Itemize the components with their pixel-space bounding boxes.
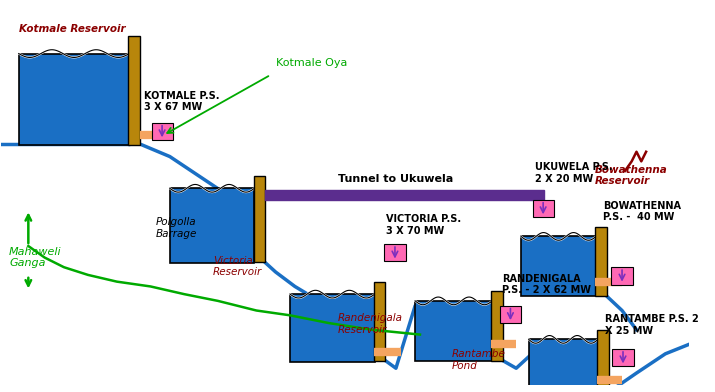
Bar (500, 306, 521, 323)
Bar (129, 36, 140, 145)
Bar (528, 339, 598, 392)
Text: Kotmale Oya: Kotmale Oya (276, 58, 347, 68)
Bar (491, 291, 503, 361)
Bar (521, 236, 596, 296)
Text: BOWATHENNA
P.S. -  40 MW: BOWATHENNA P.S. - 40 MW (603, 201, 681, 222)
Bar (169, 188, 255, 263)
Text: Kotmale Reservoir: Kotmale Reservoir (19, 24, 125, 34)
Text: Rantambe
Pond: Rantambe Pond (452, 349, 506, 370)
Text: Victoria
Reservoir: Victoria Reservoir (213, 256, 262, 277)
Text: RANDENIGALA
P.S. - 2 X 62 MW: RANDENIGALA P.S. - 2 X 62 MW (502, 274, 591, 295)
Bar (415, 301, 492, 361)
Text: Polgolla
Barrage: Polgolla Barrage (155, 217, 197, 239)
Bar (611, 267, 633, 285)
Text: Randenigala
Reservoir: Randenigala Reservoir (338, 313, 403, 335)
Bar (385, 244, 405, 261)
Text: VICTORIA P.S.
3 X 70 MW: VICTORIA P.S. 3 X 70 MW (386, 214, 461, 236)
Bar (254, 176, 265, 262)
Text: Tunnel to Ukuwela: Tunnel to Ukuwela (338, 174, 453, 185)
Bar (597, 330, 608, 392)
Bar (374, 281, 385, 361)
Bar (19, 54, 129, 145)
Bar (533, 200, 553, 217)
Text: KOTMALE P.S.
3 X 67 MW: KOTMALE P.S. 3 X 67 MW (144, 91, 220, 113)
Text: RANTAMBE P.S. 2
X 25 MW: RANTAMBE P.S. 2 X 25 MW (605, 314, 699, 336)
Text: UKUWELA P.S.
2 X 20 MW: UKUWELA P.S. 2 X 20 MW (536, 162, 613, 184)
Bar (265, 190, 544, 200)
Bar (290, 294, 375, 361)
Text: Mahaweli
Ganga: Mahaweli Ganga (9, 247, 61, 269)
Bar (595, 227, 606, 296)
Bar (152, 123, 172, 140)
Bar (613, 349, 633, 366)
Text: Bowathenna
Reservoir: Bowathenna Reservoir (595, 165, 668, 186)
